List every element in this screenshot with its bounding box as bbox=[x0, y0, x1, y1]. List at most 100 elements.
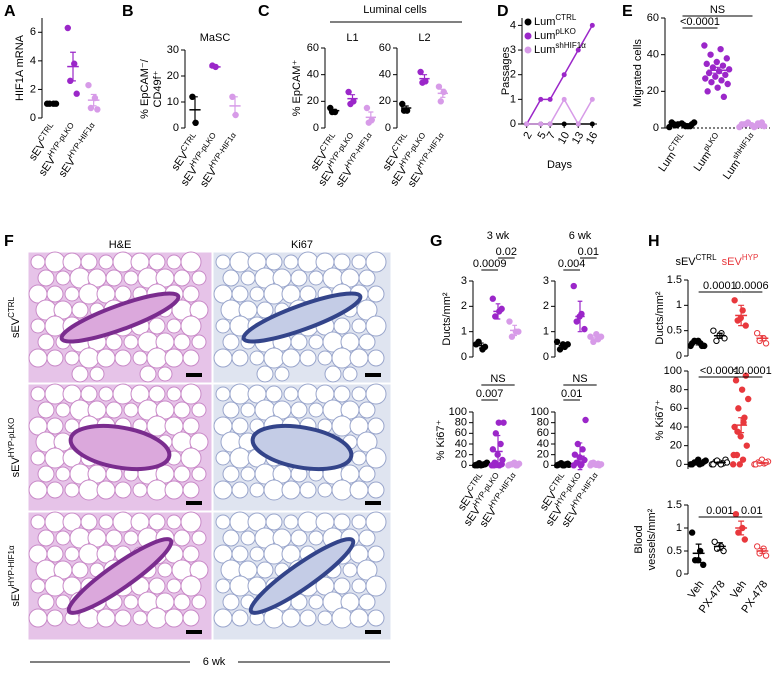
adipocyte bbox=[365, 447, 387, 469]
adipocyte bbox=[265, 385, 283, 403]
error-bar bbox=[90, 93, 97, 107]
adipocyte bbox=[112, 251, 134, 273]
row-label: sEVHYP-HIF1α bbox=[7, 545, 22, 607]
adipocyte bbox=[231, 545, 249, 563]
error-bar bbox=[70, 51, 76, 82]
error-bar bbox=[747, 123, 758, 127]
adipocyte bbox=[44, 383, 66, 405]
adipocyte bbox=[189, 560, 209, 580]
adipocyte bbox=[229, 511, 251, 533]
adipocyte bbox=[222, 401, 240, 419]
scale-bar bbox=[365, 373, 381, 377]
adipocyte bbox=[191, 466, 207, 482]
adipocyte bbox=[71, 365, 89, 383]
y-tick-label: 0.5 bbox=[667, 325, 682, 337]
adipocyte bbox=[30, 318, 46, 334]
data-point bbox=[85, 81, 92, 89]
y-tick-label: 40 bbox=[307, 69, 319, 81]
duct bbox=[248, 537, 356, 615]
y-tick-label: 80 bbox=[455, 417, 467, 429]
adipocyte bbox=[146, 607, 168, 629]
adipocyte bbox=[182, 609, 200, 627]
data-point bbox=[556, 346, 564, 353]
series-point bbox=[538, 96, 544, 102]
adipocyte bbox=[240, 530, 256, 546]
data-point bbox=[713, 58, 720, 66]
data-point bbox=[570, 282, 577, 290]
panel-letter: C bbox=[258, 3, 270, 20]
adipocyte bbox=[180, 447, 202, 469]
adipocyte bbox=[333, 513, 351, 531]
legend-label-base: Lum bbox=[534, 44, 555, 56]
adipocyte bbox=[105, 269, 123, 287]
data-point bbox=[753, 330, 761, 337]
legend-entry: sEVCTRL bbox=[675, 253, 717, 268]
adipocyte bbox=[139, 365, 157, 383]
y-tick-label: 60 bbox=[379, 42, 391, 54]
adipocyte bbox=[308, 334, 324, 350]
adipocyte bbox=[281, 480, 301, 500]
data-point bbox=[753, 543, 761, 550]
adipocyte bbox=[215, 318, 231, 334]
scale-bar bbox=[365, 501, 381, 505]
adipocyte bbox=[256, 301, 274, 319]
adipocyte bbox=[44, 575, 66, 597]
adipocyte bbox=[342, 366, 358, 382]
adipocyte bbox=[229, 575, 251, 597]
p-value: NS bbox=[490, 373, 505, 385]
adipocyte bbox=[358, 529, 376, 547]
p-value: 0.01 bbox=[741, 505, 762, 517]
adipocyte bbox=[349, 608, 369, 628]
adipocyte bbox=[146, 347, 168, 369]
data-point bbox=[399, 100, 406, 108]
y-tick-label: 0 bbox=[676, 458, 682, 470]
adipocyte bbox=[148, 385, 166, 403]
y-axis-label: vessels/mm² bbox=[646, 508, 658, 570]
adipocyte bbox=[215, 450, 231, 466]
scale-bar bbox=[186, 501, 202, 505]
adipocyte bbox=[365, 575, 387, 597]
error-bar bbox=[759, 548, 766, 554]
adipocyte bbox=[299, 481, 317, 499]
y-tick-label: 100 bbox=[531, 406, 549, 418]
adipocyte bbox=[55, 402, 71, 418]
adipocyte bbox=[114, 349, 132, 367]
error-bar bbox=[594, 463, 599, 466]
adipocyte bbox=[55, 270, 71, 286]
error-bar bbox=[716, 461, 723, 464]
y-tick-label: 1 bbox=[676, 522, 682, 534]
y-tick-label: 80 bbox=[670, 384, 682, 396]
chart-title: 6 wk bbox=[569, 230, 592, 242]
data-point bbox=[489, 446, 497, 453]
y-tick-label: 60 bbox=[307, 42, 319, 54]
data-point bbox=[732, 511, 740, 518]
adipocyte bbox=[351, 514, 367, 530]
adipocyte bbox=[358, 593, 376, 611]
y-tick-label: 80 bbox=[537, 417, 549, 429]
adipocyte bbox=[173, 465, 191, 483]
row-label-base: sEV bbox=[10, 457, 22, 478]
p-value: 0.004 bbox=[558, 258, 586, 270]
column-title: Ki67 bbox=[291, 239, 313, 251]
data-point bbox=[704, 88, 711, 95]
error-bar bbox=[512, 324, 517, 337]
data-point bbox=[705, 69, 713, 77]
data-point bbox=[345, 88, 352, 96]
error-bar bbox=[512, 463, 517, 466]
y-tick-label: 3 bbox=[543, 275, 549, 287]
adipocyte bbox=[166, 578, 182, 594]
legend-entry: sEVHYP bbox=[722, 253, 759, 268]
adipocyte bbox=[112, 383, 134, 405]
adipocyte bbox=[213, 480, 233, 500]
y-tick-label: 0 bbox=[461, 351, 467, 363]
adipocyte bbox=[351, 578, 367, 594]
duct bbox=[241, 291, 363, 344]
error-bar bbox=[479, 342, 484, 349]
error-bar bbox=[212, 65, 218, 69]
x-tick-label: 2 bbox=[521, 130, 534, 141]
series-point bbox=[547, 96, 553, 102]
error-bar bbox=[716, 332, 723, 339]
y-tick-label: 0 bbox=[461, 459, 467, 471]
adipocyte bbox=[30, 386, 46, 402]
panel-letter: A bbox=[4, 3, 16, 20]
